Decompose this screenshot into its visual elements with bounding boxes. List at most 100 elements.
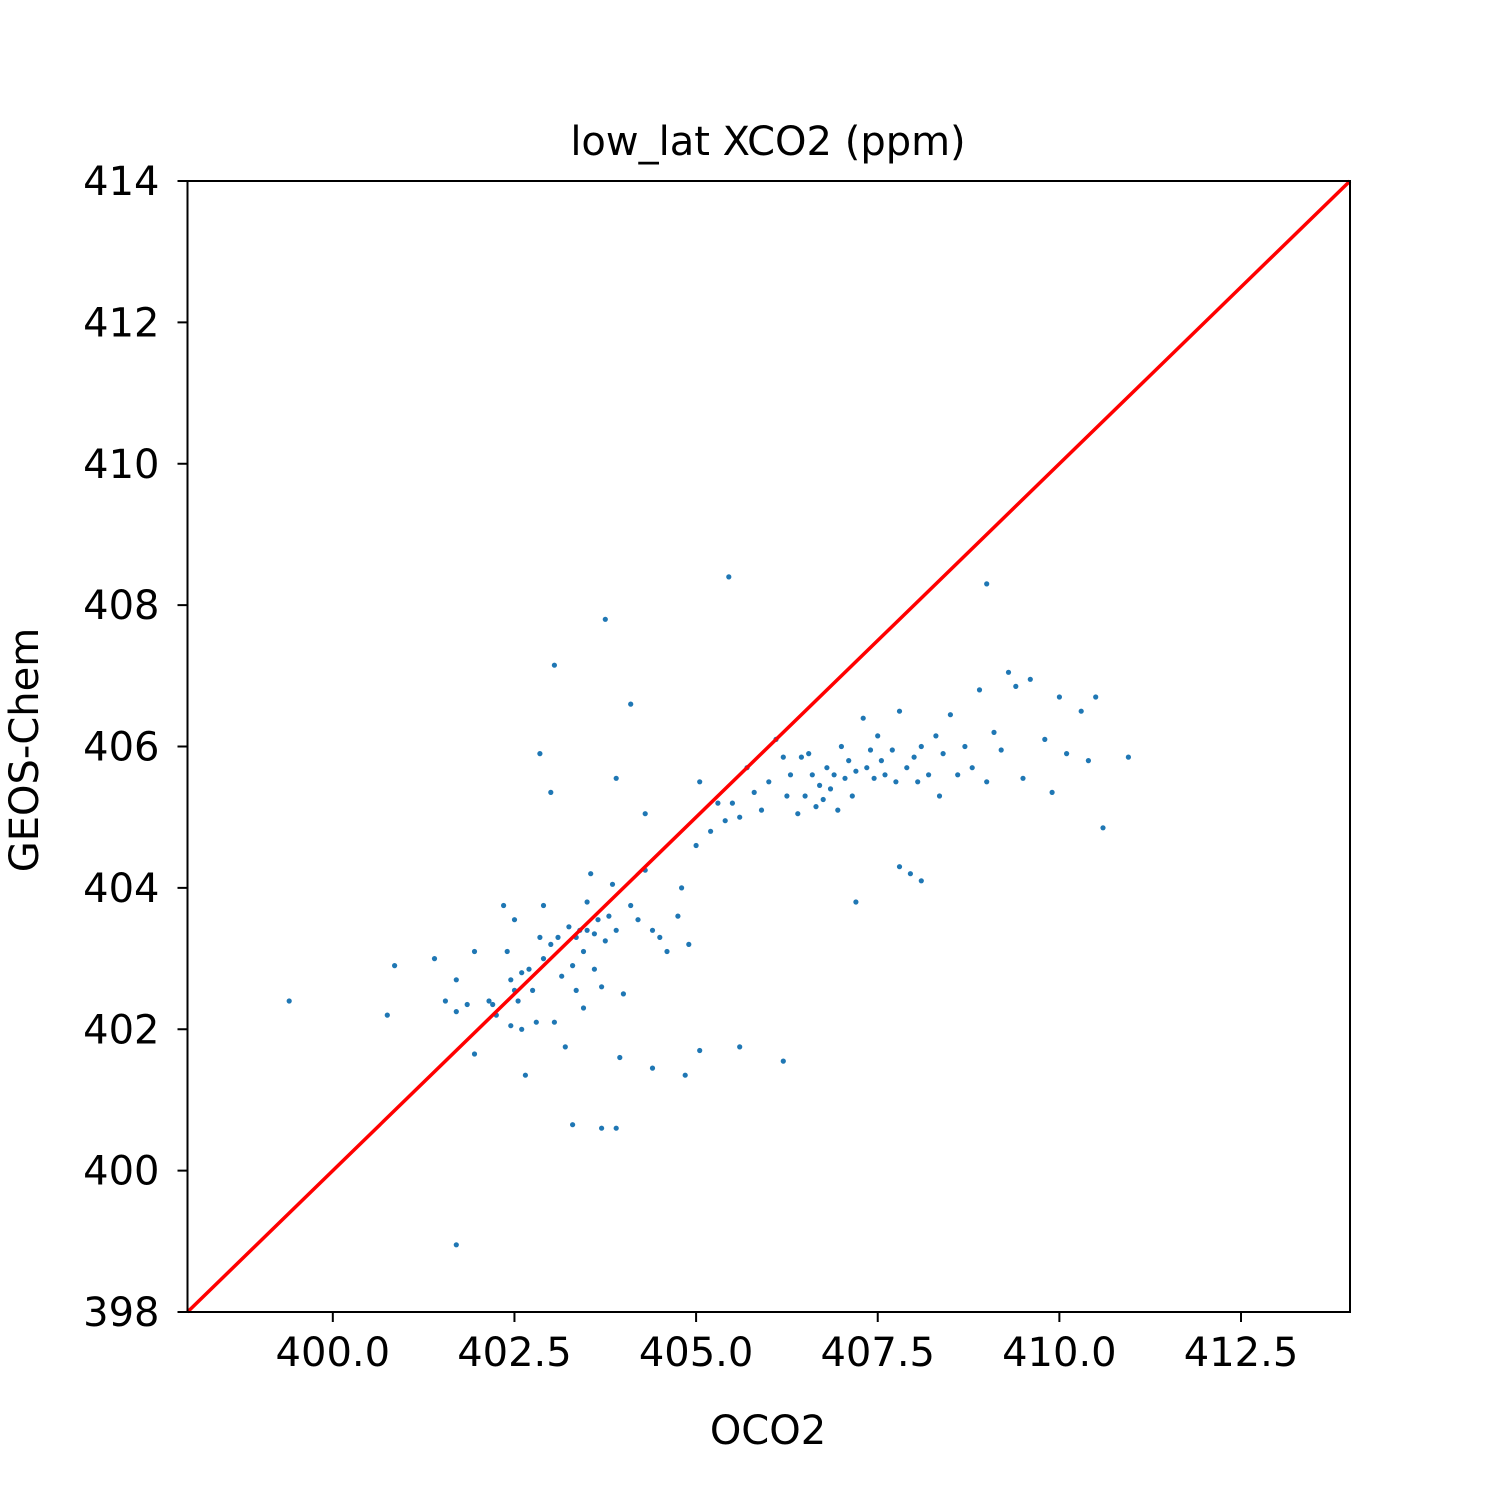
scatter-point (617, 1054, 623, 1061)
scatter-point (697, 1047, 703, 1054)
scatter-point (559, 973, 565, 979)
scatter-point (846, 758, 852, 764)
y-tick-label: 410 (83, 442, 159, 488)
scatter-point (1056, 694, 1062, 700)
scatter-point (824, 765, 830, 771)
scatter-point (384, 1012, 390, 1018)
scatter-point (1125, 754, 1131, 760)
scatter-point (766, 779, 772, 785)
scatter-point (602, 616, 608, 622)
scatter-point (878, 758, 885, 764)
scatter-point (864, 765, 870, 771)
x-tick-label: 410.0 (1002, 1330, 1117, 1376)
scatter-point (780, 754, 786, 760)
scatter-point (820, 796, 826, 803)
scatter-point (584, 927, 590, 933)
scatter-point (907, 871, 914, 877)
x-tick-label: 402.5 (457, 1330, 572, 1376)
scatter-point (784, 793, 790, 799)
scatter-point (991, 729, 997, 736)
scatter-point (501, 902, 507, 909)
scatter-point (537, 751, 543, 757)
scatter-point (693, 842, 699, 849)
chart-title: low_lat XCO2 (ppm) (570, 119, 965, 165)
scatter-point (889, 747, 895, 753)
scatter-point (519, 1026, 525, 1032)
scatter-point (675, 913, 681, 919)
scatter-point (453, 1242, 459, 1248)
scatter-point (947, 712, 954, 718)
x-tick-label: 405.0 (639, 1330, 754, 1376)
scatter-point (584, 899, 590, 905)
scatter-point (486, 998, 492, 1004)
scatter-point (555, 934, 561, 941)
scatter-point (609, 881, 616, 887)
scatter-point (1100, 825, 1106, 831)
scatter-point (1005, 669, 1012, 675)
scatter-point (620, 991, 627, 997)
y-tick-label: 408 (83, 583, 159, 629)
scatter-point (1085, 758, 1091, 764)
scatter-point (595, 917, 601, 923)
scatter-point (904, 765, 910, 771)
scatter-point (591, 931, 598, 937)
scatter-point (918, 878, 924, 884)
scatter-point (628, 701, 634, 707)
y-tick-label: 404 (83, 866, 159, 912)
scatter-point (984, 779, 990, 785)
scatter-point (962, 743, 968, 750)
scatter-point (955, 772, 961, 778)
scatter-point (918, 743, 924, 750)
scatter-point (860, 715, 866, 721)
scatter-point (831, 772, 837, 778)
scatter-point (1049, 789, 1055, 796)
scatter-point (835, 807, 841, 813)
scatter-point (679, 885, 685, 891)
scatter-point (504, 948, 510, 955)
x-tick-label: 400.0 (276, 1330, 391, 1376)
scatter-point (635, 917, 641, 923)
scatter-point (817, 782, 823, 789)
scatter-point (570, 1122, 576, 1128)
scatter-point (522, 1072, 529, 1078)
one-to-one-line (186, 179, 1352, 1314)
scatter-point (1042, 736, 1048, 743)
scatter-point (613, 927, 619, 933)
scatter-point (442, 998, 448, 1004)
y-tick-label: 414 (83, 159, 159, 205)
scatter-point (896, 708, 903, 714)
scatter-point (737, 814, 743, 820)
scatter-point (566, 924, 572, 930)
scatter-point (453, 1009, 459, 1015)
x-tick-label: 412.5 (1184, 1330, 1299, 1376)
scatter-point (606, 913, 612, 919)
scatter-point (562, 1044, 568, 1050)
y-axis-ticks: 398 400 402 404 406 408 410 412 414 (83, 159, 188, 1336)
scatter-point (911, 754, 917, 760)
scatter-point (697, 779, 703, 785)
scatter-point (998, 747, 1004, 753)
scatter-point (548, 789, 554, 796)
scatter-point (849, 793, 855, 799)
y-tick-label: 402 (83, 1007, 159, 1053)
scatter-point (853, 768, 859, 774)
scatter-point (570, 963, 576, 969)
scatter-point (875, 733, 881, 739)
scatter-point (842, 775, 848, 781)
scatter-point (642, 811, 648, 817)
scatter-point (933, 733, 939, 739)
scatter-point (649, 1065, 656, 1071)
scatter-point (286, 998, 292, 1004)
scatter-point (915, 779, 921, 785)
scatter-point (657, 934, 663, 941)
scatter-point (392, 963, 398, 969)
scatter-point (548, 941, 554, 948)
scatter-point (838, 743, 845, 750)
scatter-point (1027, 676, 1033, 682)
y-tick-label: 398 (83, 1290, 159, 1336)
scatter-point (708, 828, 714, 834)
scatter-point (540, 956, 547, 962)
scatter-point (515, 998, 521, 1004)
scatter-point (780, 1058, 786, 1064)
